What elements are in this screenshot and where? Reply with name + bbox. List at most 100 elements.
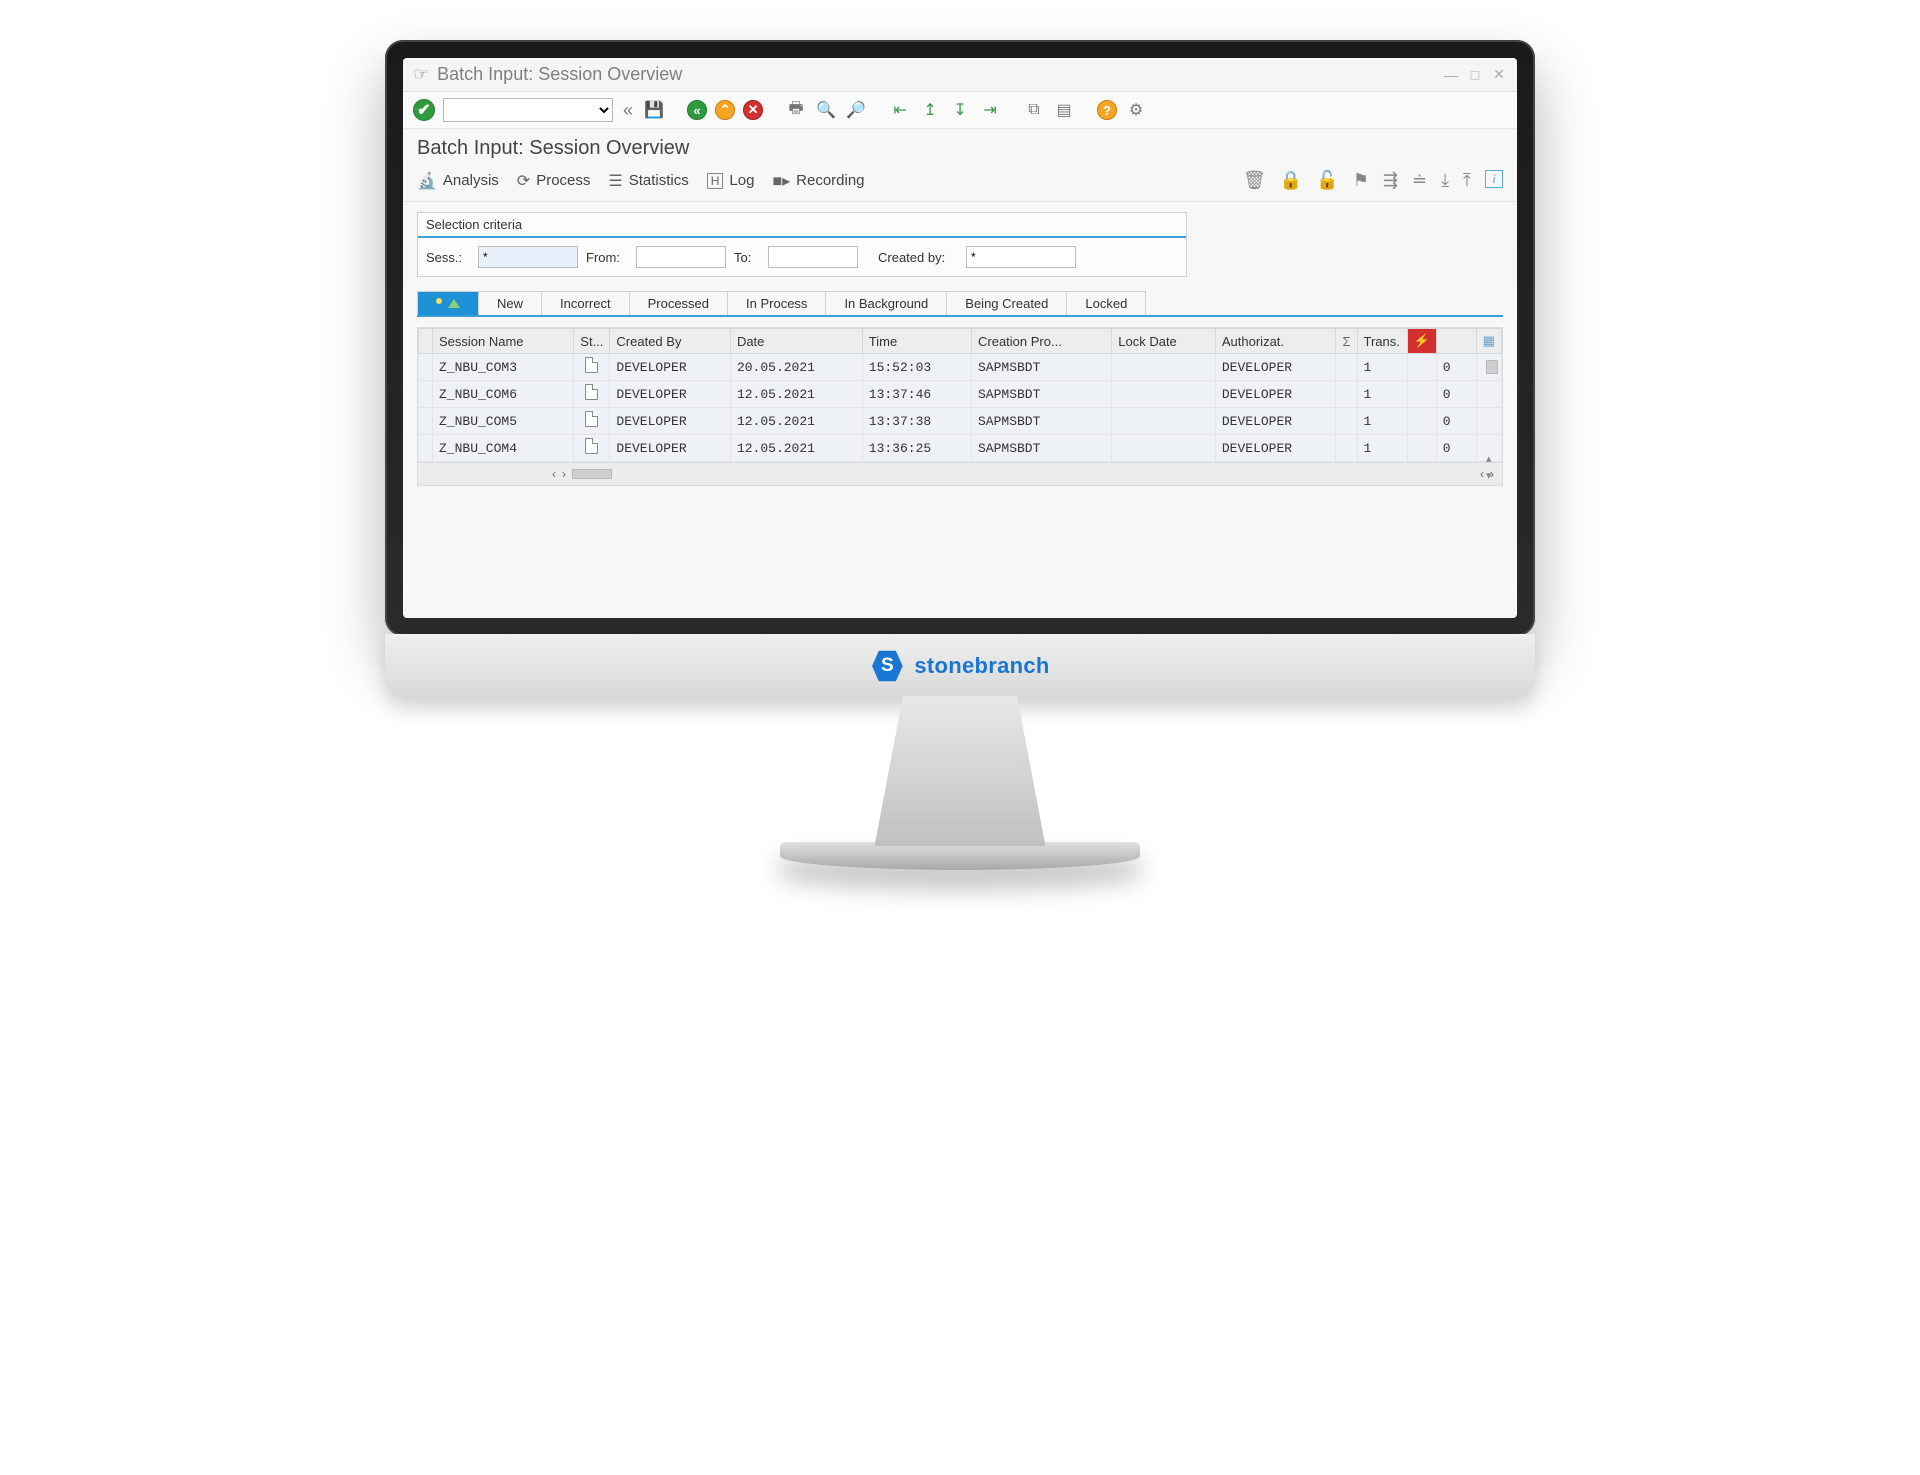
hscroll-right-icon[interactable]: ›	[562, 467, 566, 481]
delete-icon[interactable]: 🗑	[1243, 170, 1266, 191]
tab-overview[interactable]	[417, 291, 479, 315]
hscroll-left2-icon[interactable]: ‹	[1480, 467, 1484, 481]
find-icon[interactable]: 🔍	[815, 99, 837, 121]
col-time[interactable]: Time	[862, 329, 971, 354]
cell-session: Z_NBU_COM3	[433, 354, 574, 381]
tab-inprocess[interactable]: In Process	[727, 291, 826, 315]
to-input[interactable]	[768, 246, 858, 268]
unlock-icon[interactable]: 🔓	[1316, 170, 1338, 191]
cell-trans: 1	[1357, 354, 1407, 381]
logo-badge: S	[870, 649, 904, 683]
horizontal-scroll: ‹ › ‹ ›	[418, 462, 1502, 485]
cancel-circle-icon[interactable]: ✕	[743, 100, 763, 120]
col-authorizat[interactable]: Authorizat.	[1215, 329, 1336, 354]
from-input[interactable]	[636, 246, 726, 268]
cell-auth: DEVELOPER	[1215, 408, 1336, 435]
back-circle-icon[interactable]: «	[687, 100, 707, 120]
scroll-down-icon[interactable]: ▾	[1486, 469, 1498, 482]
col-date[interactable]: Date	[730, 329, 862, 354]
minimize-button[interactable]: —	[1443, 67, 1459, 83]
col-layout[interactable]: ▦	[1476, 329, 1501, 354]
help-icon[interactable]: ?	[1097, 100, 1117, 120]
hscroll-left-icon[interactable]: ‹	[552, 467, 556, 481]
cell-date: 20.05.2021	[730, 354, 862, 381]
cell-status	[574, 354, 610, 381]
sess-input[interactable]	[478, 246, 578, 268]
selection-panel: Selection criteria Sess.: From: To: Crea…	[417, 212, 1187, 277]
hscroll-track[interactable]	[572, 469, 612, 479]
cell-lock	[1112, 381, 1216, 408]
page-title: Batch Input: Session Overview	[403, 129, 1517, 164]
process-button[interactable]: ⟳Process	[517, 171, 591, 191]
col-trans[interactable]: Trans.	[1357, 329, 1407, 354]
cell-trans: 1	[1357, 408, 1407, 435]
tab-incorrect[interactable]: Incorrect	[541, 291, 630, 315]
release-icon[interactable]: ⚑	[1353, 170, 1369, 191]
recording-label: Recording	[796, 172, 864, 189]
col-errors[interactable]: ⚡	[1407, 329, 1436, 354]
maximize-button[interactable]: □	[1467, 67, 1483, 83]
col-creationpro[interactable]: Creation Pro...	[972, 329, 1112, 354]
next-page-icon[interactable]: ↧	[949, 99, 971, 121]
col-status[interactable]: St...	[574, 329, 610, 354]
cell-createdby: DEVELOPER	[610, 435, 731, 462]
info-icon[interactable]: i	[1485, 170, 1503, 188]
tab-locked[interactable]: Locked	[1066, 291, 1146, 315]
lock-icon[interactable]: 🔒	[1280, 170, 1302, 191]
cell-trans: 1	[1357, 435, 1407, 462]
find-next-icon[interactable]: 🔎	[845, 99, 867, 121]
table-row[interactable]: Z_NBU_COM3DEVELOPER20.05.202115:52:03SAP…	[419, 354, 1502, 381]
tab-new[interactable]: New	[478, 291, 542, 315]
log-button[interactable]: HLog	[707, 172, 755, 189]
save-icon[interactable]: 💾	[643, 99, 665, 121]
print-icon[interactable]: 🖶	[785, 99, 807, 121]
layout-icon[interactable]: ▤	[1053, 99, 1075, 121]
col-sum[interactable]: Σ	[1336, 329, 1357, 354]
recording-icon: ■▸	[772, 171, 790, 191]
close-button[interactable]: ✕	[1491, 66, 1507, 83]
vertical-scroll[interactable]: ▴ ▾	[1486, 360, 1498, 482]
settings-icon[interactable]: ⚙	[1125, 99, 1147, 121]
import-icon[interactable]: ⤒	[1463, 170, 1471, 191]
back-icon[interactable]: «	[621, 100, 635, 121]
col-lockdate[interactable]: Lock Date	[1112, 329, 1216, 354]
cell-err: 0	[1436, 354, 1476, 381]
recording-button[interactable]: ■▸ Recording	[772, 171, 864, 191]
monitor-stand-neck	[865, 696, 1055, 846]
titlebar: ☞ Batch Input: Session Overview — □ ✕	[403, 58, 1517, 92]
first-page-icon[interactable]: ⇤	[889, 99, 911, 121]
cell-auth: DEVELOPER	[1215, 435, 1336, 462]
col-session[interactable]: Session Name	[433, 329, 574, 354]
prev-page-icon[interactable]: ↥	[919, 99, 941, 121]
bolt-icon: ⚡	[1414, 333, 1430, 348]
screen-bezel: ☞ Batch Input: Session Overview — □ ✕ ✔ …	[385, 40, 1535, 636]
tab-background[interactable]: In Background	[825, 291, 947, 315]
filter-tabs: New Incorrect Processed In Process In Ba…	[417, 291, 1503, 317]
last-page-icon[interactable]: ⇥	[979, 99, 1001, 121]
filter-icon[interactable]: ⇶	[1383, 170, 1398, 191]
command-field[interactable]	[443, 98, 613, 122]
analysis-button[interactable]: 🔬Analysis	[417, 171, 499, 191]
sess-label: Sess.:	[426, 250, 470, 265]
sort-icon[interactable]: ≐	[1412, 170, 1427, 191]
tab-processed[interactable]: Processed	[629, 291, 728, 315]
table-row[interactable]: Z_NBU_COM6DEVELOPER12.05.202113:37:46SAP…	[419, 381, 1502, 408]
cell-auth: DEVELOPER	[1215, 354, 1336, 381]
new-window-icon[interactable]: ⧉	[1023, 99, 1045, 121]
logo-text: stonebranch	[914, 653, 1049, 679]
createdby-input[interactable]	[966, 246, 1076, 268]
statistics-button[interactable]: ☰Statistics	[608, 171, 688, 191]
tab-beingcreated[interactable]: Being Created	[946, 291, 1067, 315]
scroll-up-icon[interactable]: ▴	[1486, 452, 1498, 465]
cell-session: Z_NBU_COM5	[433, 408, 574, 435]
table-row[interactable]: Z_NBU_COM5DEVELOPER12.05.202113:37:38SAP…	[419, 408, 1502, 435]
action-trail: 🗑 🔒 🔓 ⚑ ⇶ ≐ ⤓ ⤒ i	[1243, 170, 1503, 191]
window-title: Batch Input: Session Overview	[437, 64, 682, 85]
col-createdby[interactable]: Created By	[610, 329, 731, 354]
exit-circle-icon[interactable]: ⌃	[715, 100, 735, 120]
table-row[interactable]: Z_NBU_COM4DEVELOPER12.05.202113:36:25SAP…	[419, 435, 1502, 462]
scroll-thumb[interactable]	[1486, 360, 1498, 374]
export-icon[interactable]: ⤓	[1441, 170, 1449, 191]
cell-createdby: DEVELOPER	[610, 381, 731, 408]
enter-icon[interactable]: ✔	[413, 99, 435, 121]
